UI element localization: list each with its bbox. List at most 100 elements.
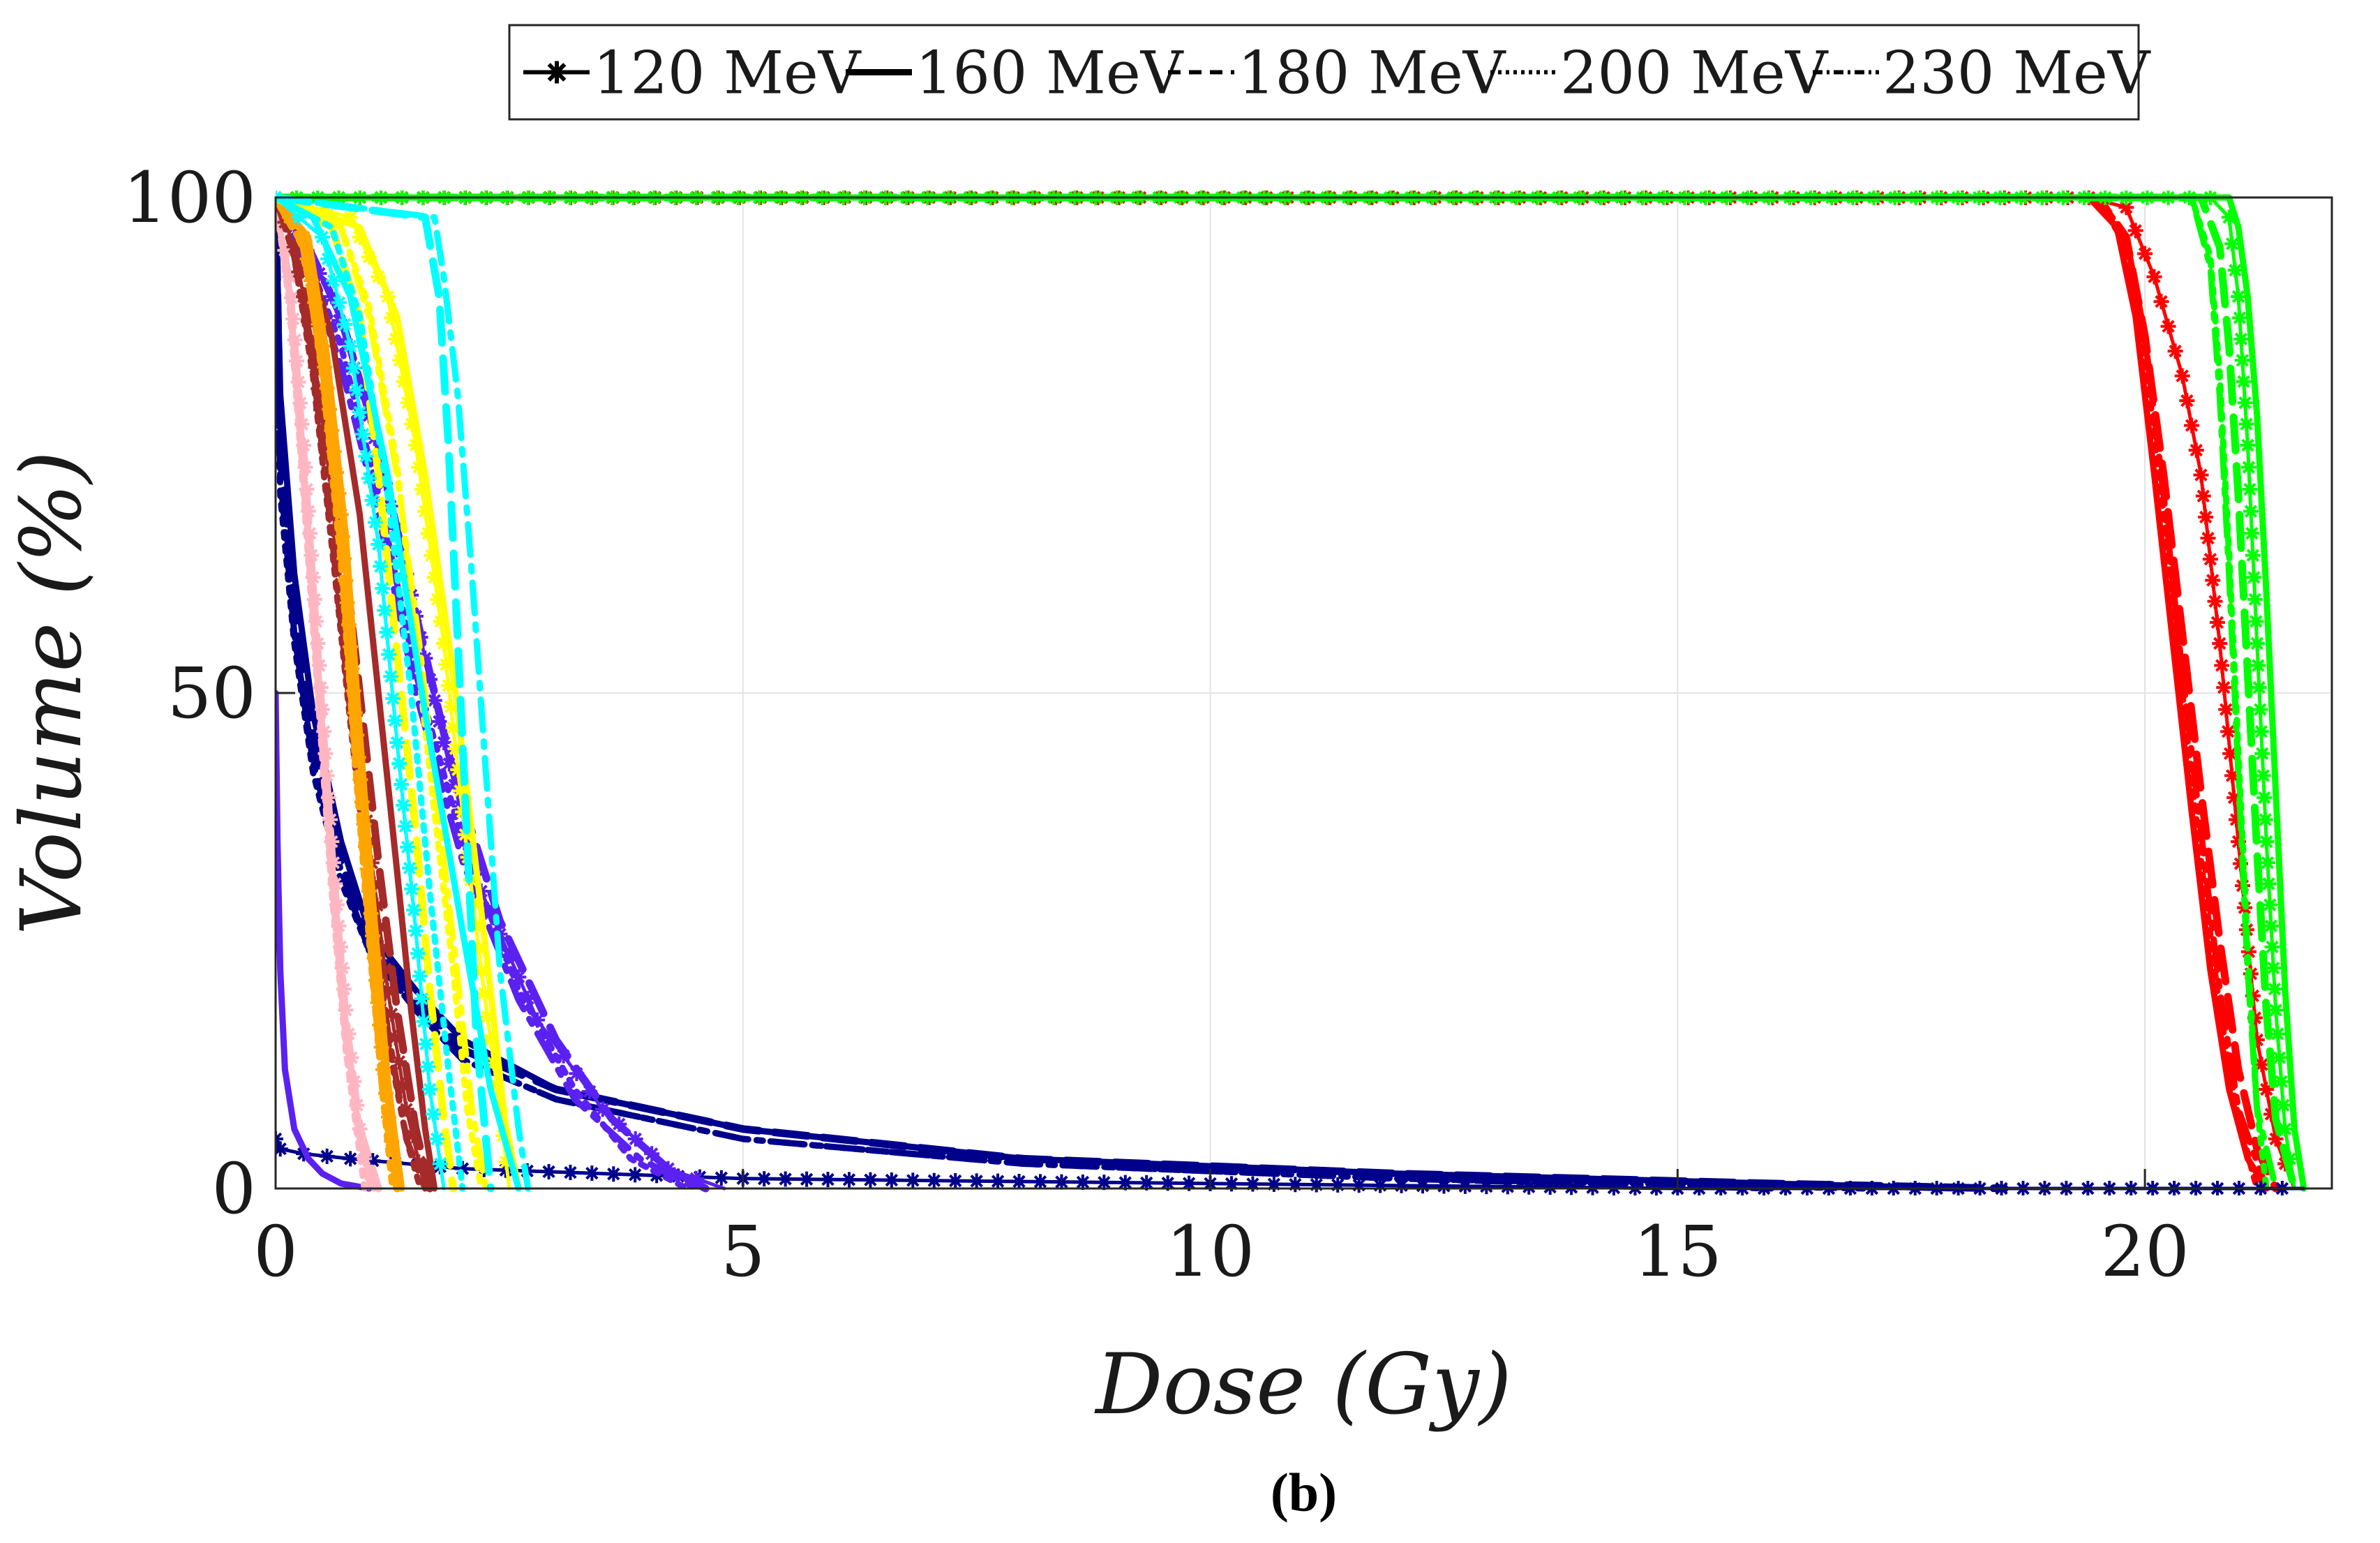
series-marker [2118, 200, 2134, 216]
series-marker [2137, 246, 2153, 262]
series-marker [411, 459, 427, 475]
series-marker [2257, 812, 2273, 828]
series-marker [2264, 939, 2280, 955]
series-marker [2224, 236, 2240, 252]
series-marker [414, 482, 430, 498]
series-marker [1521, 1179, 1537, 1195]
series-marker [426, 692, 442, 708]
series-marker [477, 985, 493, 1001]
series-marker [486, 1055, 502, 1071]
series-marker [2224, 768, 2240, 784]
series-marker [389, 735, 405, 750]
series-marker [320, 251, 336, 267]
series-marker [1266, 1176, 1282, 1192]
series-marker [347, 705, 363, 721]
series-marker [2244, 525, 2260, 542]
legend-star-marker [546, 61, 568, 84]
series-marker [2229, 812, 2245, 828]
series-marker [358, 448, 374, 464]
series-marker [1160, 1175, 1176, 1191]
legend-label: 180 MeV [1238, 39, 1506, 107]
series-marker [352, 229, 368, 245]
series-marker [422, 1082, 438, 1097]
series-marker [2218, 701, 2234, 717]
legend-label: 160 MeV [915, 39, 1184, 107]
series-marker [2250, 657, 2266, 673]
series-marker [319, 1148, 335, 1164]
series-marker [385, 690, 401, 706]
series-marker [405, 1128, 421, 1144]
series-marker [391, 352, 407, 368]
series-marker [436, 735, 452, 750]
series-marker [2193, 467, 2209, 483]
series-marker [2188, 442, 2204, 459]
series-marker [2273, 1073, 2289, 1089]
series-marker [352, 404, 368, 420]
series-marker [2198, 509, 2214, 525]
series-marker [2146, 269, 2162, 285]
series-marker [375, 581, 391, 597]
series-marker [372, 918, 388, 934]
series-marker [367, 514, 383, 530]
series-marker [420, 1059, 436, 1075]
series-31 [276, 194, 405, 1192]
series-marker [542, 1030, 558, 1046]
series-marker [343, 209, 359, 225]
x-tick-label: 10 [1166, 1211, 1255, 1292]
series-line [276, 194, 522, 1192]
series-marker [364, 492, 380, 508]
grid-lines [275, 197, 2332, 1189]
series-marker [452, 783, 468, 799]
series-marker [968, 1173, 985, 1189]
series-marker [479, 1008, 495, 1024]
series-marker [2262, 897, 2278, 913]
series-line [276, 193, 710, 1193]
series-marker [396, 797, 412, 813]
legend-entry: 230 MeV [1813, 39, 2151, 107]
series-marker [468, 917, 484, 933]
series-marker [2268, 1131, 2284, 1147]
x-tick-label: 5 [721, 1211, 765, 1292]
series-marker [391, 1054, 407, 1070]
series-marker [948, 1173, 964, 1189]
series-36 [276, 194, 522, 1192]
y-tick-label: 100 [123, 157, 256, 239]
series-44 [276, 194, 532, 1192]
series-marker [377, 961, 393, 977]
series-marker [926, 1172, 942, 1188]
series-marker [445, 720, 461, 736]
series-marker [2240, 459, 2256, 475]
series-marker [405, 902, 421, 918]
series-marker [2242, 482, 2258, 498]
series-line [276, 194, 405, 1192]
series-6 [276, 194, 2307, 1192]
series-marker [2261, 876, 2277, 892]
series-marker [2237, 395, 2253, 411]
series-marker [2153, 294, 2169, 310]
series-marker [2246, 569, 2262, 586]
series-marker [426, 1106, 442, 1122]
series-marker [1393, 1177, 1409, 1193]
series-marker [541, 1163, 557, 1179]
series-marker [2220, 724, 2236, 740]
series-marker [2266, 981, 2282, 997]
series-marker [398, 818, 414, 834]
series-43 [276, 194, 466, 1192]
series-39 [276, 194, 489, 1192]
series-marker [2160, 318, 2176, 334]
series-marker [317, 202, 334, 218]
series-line [276, 195, 2296, 1191]
series-line [276, 1137, 2306, 1191]
series-marker [2222, 745, 2238, 761]
series-marker [355, 426, 371, 442]
series-line [276, 193, 495, 1193]
series-marker [443, 699, 459, 715]
series-7 [276, 193, 2298, 1193]
series-marker [2259, 1082, 2275, 1097]
y-tick-label: 50 [167, 653, 256, 734]
series-marker [2253, 724, 2269, 740]
series-line [276, 193, 2298, 1193]
x-tick-label: 20 [2100, 1211, 2189, 1292]
series-marker [2254, 1057, 2270, 1073]
series-marker [331, 295, 347, 311]
